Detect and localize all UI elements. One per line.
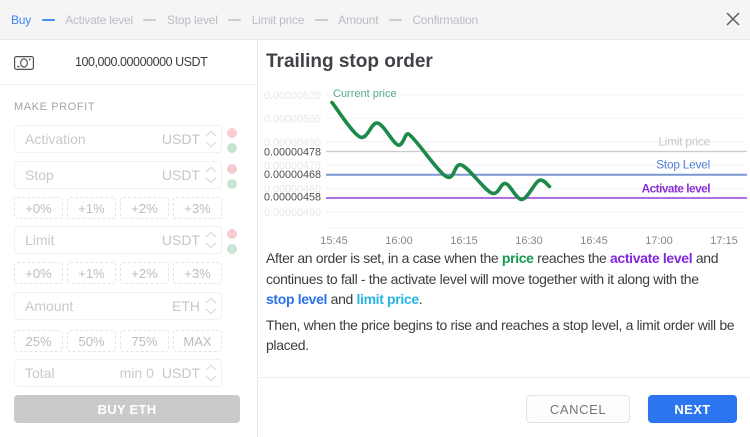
svg-text:0.00000460: 0.00000460 bbox=[264, 184, 321, 196]
svg-text:0.00000505: 0.00000505 bbox=[264, 113, 321, 125]
svg-text:17:00: 17:00 bbox=[645, 235, 673, 247]
svg-text:0.00000458: 0.00000458 bbox=[264, 192, 321, 204]
svg-text:16:00: 16:00 bbox=[385, 235, 413, 247]
svg-text:Current price: Current price bbox=[333, 88, 397, 100]
svg-text:0.00000475: 0.00000475 bbox=[264, 160, 321, 172]
svg-text:0.00000478: 0.00000478 bbox=[264, 147, 321, 159]
svg-text:0.00000468: 0.00000468 bbox=[264, 169, 321, 181]
svg-text:0.00000490: 0.00000490 bbox=[264, 207, 321, 219]
svg-text:Limit price: Limit price bbox=[658, 135, 710, 149]
svg-text:Activate level: Activate level bbox=[642, 182, 711, 196]
svg-text:16:30: 16:30 bbox=[515, 235, 543, 247]
svg-text:17:15: 17:15 bbox=[710, 235, 738, 247]
svg-text:16:45: 16:45 bbox=[580, 235, 608, 247]
svg-text:0.00000520: 0.00000520 bbox=[264, 90, 321, 102]
svg-text:15:45: 15:45 bbox=[320, 235, 348, 247]
svg-text:16:15: 16:15 bbox=[450, 235, 478, 247]
svg-text:0.00000490: 0.00000490 bbox=[264, 137, 321, 149]
svg-text:Stop Level: Stop Level bbox=[656, 158, 710, 172]
